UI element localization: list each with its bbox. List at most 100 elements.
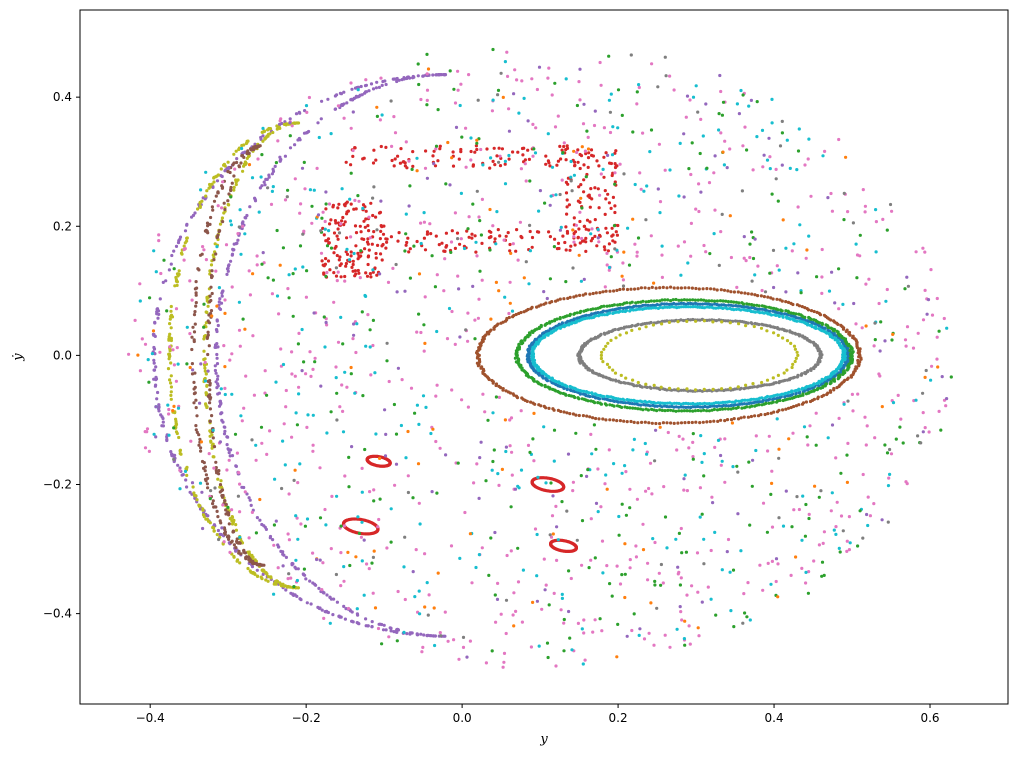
data-point [166,367,171,371]
data-point [818,354,822,358]
data-point [233,167,237,171]
data-point [422,323,426,327]
data-point [586,468,590,472]
data-point [721,400,725,404]
data-point [406,474,410,478]
data-point [232,555,236,559]
data-point [169,374,173,378]
data-point [274,161,278,165]
data-point [193,211,197,215]
data-point [148,296,152,300]
data-point [776,333,780,337]
data-point [816,387,820,391]
data-point [511,242,515,246]
data-point [647,306,651,310]
data-point [562,297,566,301]
data-point [719,418,723,422]
data-point [768,155,772,159]
data-point [544,406,548,410]
data-point [484,661,488,665]
data-point [846,210,850,214]
data-point [641,131,645,135]
data-point [138,282,142,286]
data-point [321,561,325,565]
data-point [259,425,264,429]
data-point [800,566,804,571]
data-point [501,665,505,669]
data-point [726,319,730,323]
data-point [359,230,363,234]
data-point [480,278,484,282]
data-point [820,247,824,252]
data-point [198,205,202,209]
data-point [647,286,651,290]
data-point [519,167,524,171]
data-point [470,581,474,585]
data-point [537,644,541,648]
data-point [415,239,419,244]
data-point [343,617,347,621]
data-point [723,480,727,484]
data-point [755,303,759,307]
data-point [676,286,680,290]
data-point [805,435,809,439]
data-point [182,247,186,252]
data-point [326,259,331,263]
data-point [792,242,796,246]
data-point [155,307,159,311]
data-point [280,121,284,126]
data-point [649,299,653,303]
data-point [192,401,196,405]
data-point [354,350,358,355]
data-point [588,292,592,296]
data-point [152,347,157,351]
data-point [812,318,816,322]
data-point [343,279,347,283]
data-point [284,588,288,592]
data-point [152,377,156,381]
data-point [874,220,879,224]
data-point [255,562,260,566]
data-point [834,525,838,529]
data-point [241,317,245,321]
data-point [676,572,680,576]
data-point [169,309,173,313]
data-point [809,390,814,394]
data-point [672,319,676,323]
data-point [208,294,212,298]
data-point [791,431,795,435]
data-point [396,628,400,632]
data-point [233,432,238,436]
data-point [659,583,663,587]
data-point [450,229,454,233]
data-point [772,410,776,414]
data-point [351,148,355,153]
data-point [600,313,604,317]
data-point [756,264,760,268]
data-point [688,98,692,102]
data-point [421,74,425,78]
data-point [798,223,802,227]
data-point [772,397,776,401]
data-point [629,398,634,402]
data-point [699,298,703,302]
data-point [374,215,378,219]
data-point [681,318,686,323]
data-point [620,113,624,117]
data-point [690,420,694,425]
data-point [601,167,605,171]
data-point [677,405,681,409]
data-point [287,273,291,277]
data-point [320,608,324,612]
data-point [681,301,686,306]
data-point [359,535,363,539]
data-point [188,279,192,283]
data-point [152,361,156,365]
data-point [308,188,312,192]
data-point [346,606,351,611]
data-point [227,451,231,455]
data-point [604,151,608,155]
data-point [214,371,218,375]
data-point [371,161,376,165]
data-point [735,464,739,468]
